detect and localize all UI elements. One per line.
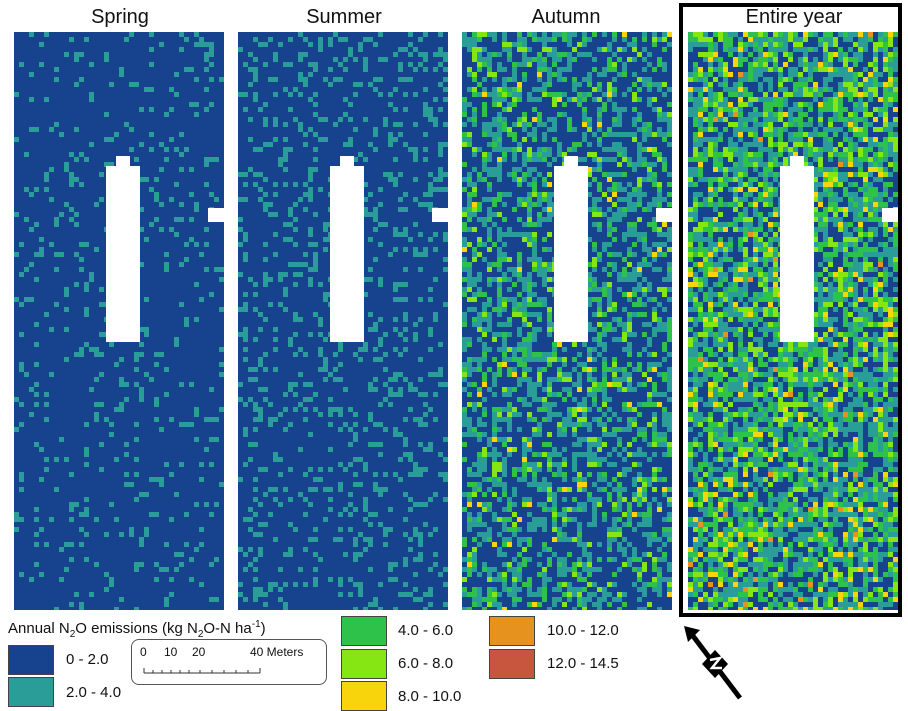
panel-title-summer: Summer	[244, 6, 444, 29]
raster-summer	[238, 32, 448, 610]
legend-swatch-5	[489, 616, 535, 646]
panel-title-spring: Spring	[20, 6, 220, 29]
map-panel-entire-year	[688, 32, 898, 610]
legend-swatch-0	[8, 645, 54, 675]
legend-label-6: 12.0 - 14.5	[547, 655, 619, 672]
raster-spring	[14, 32, 224, 610]
legend-label-1: 2.0 - 4.0	[66, 684, 121, 701]
north-arrow-icon	[682, 626, 752, 706]
legend-swatch-2	[341, 616, 387, 646]
legend-label-5: 10.0 - 12.0	[547, 622, 619, 639]
legend-label-2: 4.0 - 6.0	[398, 622, 453, 639]
panel-title-autumn: Autumn	[466, 6, 666, 29]
scale-bar: 0 10 20 40 Meters	[131, 639, 327, 685]
map-panel-spring	[14, 32, 224, 610]
legend-label-4: 8.0 - 10.0	[398, 688, 461, 705]
legend-label-0: 0 - 2.0	[66, 651, 109, 668]
raster-autumn	[462, 32, 672, 610]
legend-swatch-3	[341, 649, 387, 679]
legend-swatch-4	[341, 681, 387, 711]
legend-title: Annual N2O emissions (kg N2O-N ha-1)	[8, 619, 266, 640]
legend-swatch-6	[489, 649, 535, 679]
raster-entire-year	[688, 32, 898, 610]
map-panel-autumn	[462, 32, 672, 610]
legend-swatch-1	[8, 677, 54, 707]
scale-bar-ruler	[132, 640, 328, 686]
legend-label-3: 6.0 - 8.0	[398, 655, 453, 672]
map-panel-summer	[238, 32, 448, 610]
